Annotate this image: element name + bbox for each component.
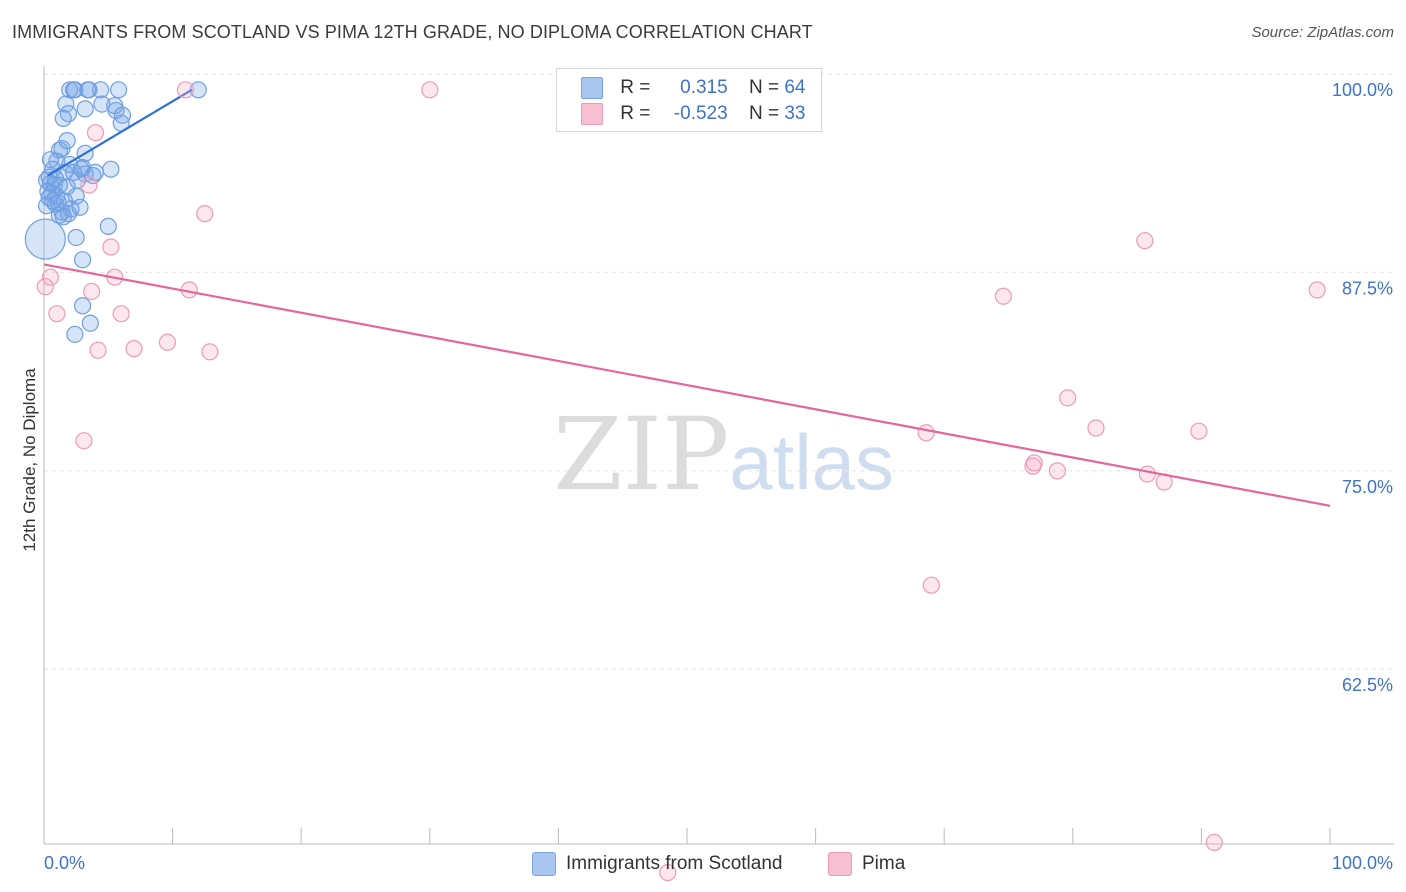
data-point [1059,389,1077,407]
series-legend: Immigrants from Scotland Pima [0,852,1406,878]
legend-n-label: N = [748,103,780,125]
data-point [80,176,98,194]
data-point [158,333,177,351]
series-pima [36,81,1331,882]
data-point [48,305,66,323]
data-point [75,432,93,450]
data-point [79,81,97,99]
source-credit: Source: ZipAtlas.com [1251,24,1394,41]
data-point [86,124,105,142]
legend-r-label: R = [620,103,651,125]
data-point [82,282,101,301]
data-point [1205,833,1223,852]
data-point [93,95,111,113]
legend-n-value: 64 [784,77,806,99]
legend-row-pima: R = -0.523 N = 33 [581,103,805,125]
data-point [36,278,54,296]
data-point [49,193,67,212]
data-point [61,81,79,99]
data-point [1138,465,1156,483]
series-scotland [24,81,207,343]
data-point [41,268,60,286]
correlation-legend: R = 0.315 N = 64 R = -0.523 N = 33 [556,68,822,132]
data-point [421,81,439,99]
data-point [41,151,60,169]
series-label-scotland: Immigrants from Scotland [566,853,783,875]
data-point [89,341,107,359]
data-point [81,314,99,332]
data-point [112,305,130,323]
data-point [59,105,78,123]
trend-line [43,263,1331,507]
data-point [73,297,92,315]
data-point [1190,422,1208,440]
data-point [1087,419,1105,437]
x-tick-label: 100.0% [1332,853,1393,873]
data-point [994,287,1012,305]
y-tick-label: 75.0% [1342,477,1393,497]
data-point [54,109,72,127]
data-point [76,100,94,118]
data-point [125,340,143,358]
data-point [201,343,219,361]
data-point [72,160,90,178]
series-legend-scotland: Immigrants from Scotland [532,852,782,876]
legend-swatch-scotland [581,77,603,99]
legend-r-value: -0.523 [673,103,728,125]
data-point [66,325,84,343]
data-point [1136,232,1154,250]
data-point [91,81,110,99]
data-point [102,160,120,178]
y-tick-label: 100.0% [1332,80,1393,100]
data-point [1308,281,1326,299]
legend-swatch-pima [581,103,603,125]
legend-r-label: R = [620,77,651,99]
data-point [917,424,935,442]
legend-n-value: 33 [784,103,806,125]
x-tick-label: 0.0% [44,853,85,873]
series-swatch-pima [828,852,852,876]
y-tick-label: 87.5% [1342,278,1393,298]
data-point [196,205,214,223]
legend-row-scotland: R = 0.315 N = 64 [581,77,805,99]
data-point [54,208,72,226]
data-point [109,81,128,99]
chart-title: IMMIGRANTS FROM SCOTLAND VS PIMA 12TH GR… [12,22,813,42]
series-legend-pima: Pima [828,852,905,876]
legend-n-label: N = [748,77,780,99]
series-label-pima: Pima [862,853,906,875]
data-point [58,132,76,150]
legend-r-value: 0.315 [680,77,728,99]
data-point [176,81,195,99]
data-point [99,217,117,235]
series-swatch-scotland [532,852,556,876]
y-tick-label: 62.5% [1342,675,1393,695]
data-point [659,863,677,882]
data-point [922,576,940,594]
data-point [1025,454,1043,472]
data-point [102,238,120,256]
data-point [71,198,89,216]
data-point [24,218,66,260]
trend-line [47,88,193,177]
data-point [1048,462,1066,480]
data-point [66,81,84,99]
data-point [67,228,85,247]
data-point [73,251,92,269]
data-point [113,106,132,124]
